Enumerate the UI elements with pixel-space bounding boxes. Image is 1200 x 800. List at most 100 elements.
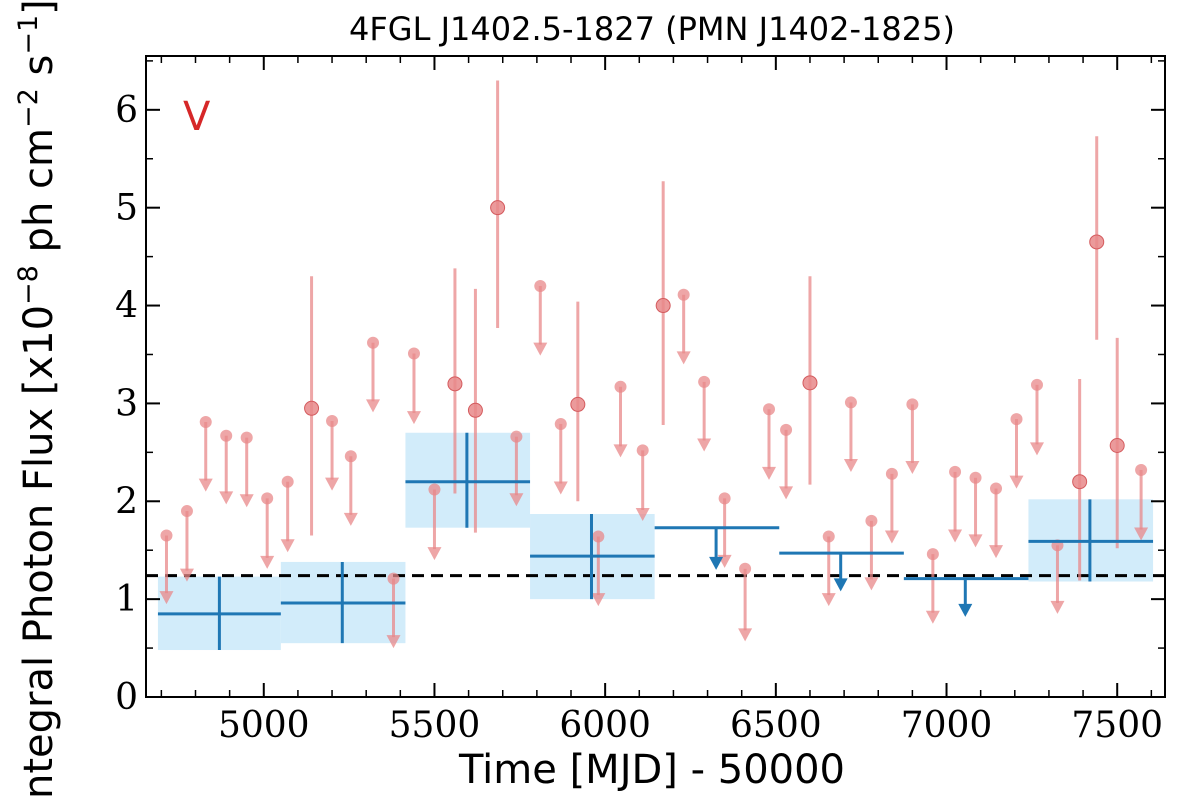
short-upper-limit-arrow	[864, 577, 879, 591]
short-upper-limit-marker	[180, 505, 193, 518]
short-upper-limit-marker	[865, 514, 878, 527]
short-upper-limit-marker	[428, 483, 441, 496]
short-upper-limit-arrow	[989, 545, 1004, 559]
short-upper-limit-arrow	[1029, 442, 1044, 456]
y-tick-label: 4	[115, 286, 138, 327]
short-upper-limit-arrow	[591, 593, 606, 607]
long-upper-limit-arrow	[709, 556, 724, 570]
short-upper-limit-arrow	[1134, 527, 1149, 541]
short-upper-limit-arrow	[1009, 475, 1024, 489]
short-upper-limit-marker	[1030, 378, 1043, 391]
short-upper-limit-marker	[739, 562, 752, 575]
x-tick-label: 6000	[559, 705, 651, 746]
short-upper-limit-arrow	[779, 486, 794, 500]
short-upper-limit-marker	[199, 416, 212, 429]
short-upper-limit-marker	[636, 444, 649, 457]
short-upper-limit-marker	[906, 398, 919, 411]
short-upper-limit-marker	[1135, 463, 1148, 476]
short-upper-limit-arrow	[509, 493, 524, 507]
y-tick-label: 2	[115, 481, 138, 522]
y-tick-label: 5	[115, 188, 138, 229]
short-upper-limit-marker	[240, 431, 253, 444]
short-detection-marker	[304, 400, 320, 416]
short-detection-marker	[467, 402, 483, 418]
short-upper-limit-arrow	[676, 351, 691, 365]
y-tick-label: 6	[115, 90, 138, 131]
short-upper-limit-marker	[407, 347, 420, 360]
y-axis-label: Integral Photon Flux [x10−8 ph cm−2 s−1]	[13, 0, 62, 800]
short-detection-marker	[1089, 234, 1105, 250]
long-upper-limit-arrow	[958, 603, 973, 617]
short-upper-limit-arrow	[179, 568, 194, 582]
short-detection-marker	[490, 200, 506, 216]
y-tick-label: 3	[115, 383, 138, 424]
short-detection-marker	[570, 396, 586, 412]
y-tick-label: 0	[115, 677, 138, 718]
x-tick-label: 6500	[730, 705, 822, 746]
x-axis-label: Time [MJD] - 50000	[458, 747, 845, 793]
short-upper-limit-marker	[698, 375, 711, 388]
short-upper-limit-marker	[780, 423, 793, 436]
short-upper-limit-arrow	[925, 610, 940, 624]
short-upper-limit-marker	[510, 430, 523, 443]
x-tick-label: 7500	[1071, 705, 1163, 746]
plot-frame	[145, 55, 1166, 698]
short-upper-limit-arrow	[697, 438, 712, 452]
short-upper-limit-arrow	[325, 477, 340, 491]
short-upper-limit-marker	[326, 415, 339, 428]
short-upper-limit-marker	[160, 529, 173, 542]
x-tick-label: 7000	[901, 705, 993, 746]
short-upper-limit-arrow	[406, 411, 421, 425]
short-detection-marker	[447, 376, 463, 392]
short-upper-limit-arrow	[219, 491, 234, 505]
short-upper-limit-marker	[614, 380, 627, 393]
short-upper-limit-marker	[281, 475, 294, 488]
long-bin-points	[157, 432, 1154, 651]
short-upper-limit-marker	[949, 465, 962, 478]
short-detection-marker	[655, 298, 671, 314]
short-upper-limit-arrow	[198, 478, 213, 492]
short-upper-limit-arrow	[1050, 600, 1065, 614]
short-upper-limit-arrow	[884, 530, 899, 544]
short-upper-limit-arrow	[533, 342, 548, 356]
short-upper-limit-arrow	[635, 507, 650, 521]
variability-annotation: V	[183, 94, 211, 140]
short-upper-limit-arrow	[386, 635, 401, 649]
short-upper-limit-marker	[763, 403, 776, 416]
short-upper-limit-marker	[926, 548, 939, 561]
short-upper-limit-arrow	[239, 494, 254, 508]
long-upper-limit-arrow	[833, 578, 848, 592]
short-upper-limit-marker	[844, 396, 857, 409]
short-upper-limit-arrow	[343, 512, 358, 526]
short-upper-limit-marker	[261, 492, 274, 505]
short-upper-limit-arrow	[260, 555, 275, 569]
short-upper-limit-arrow	[613, 444, 628, 458]
short-upper-limit-marker	[534, 279, 547, 292]
short-upper-limit-arrow	[738, 628, 753, 642]
short-upper-limit-marker	[718, 492, 731, 505]
short-upper-limit-marker	[1010, 413, 1023, 426]
short-bin-points	[159, 80, 1149, 649]
short-upper-limit-marker	[677, 288, 690, 301]
short-upper-limit-arrow	[821, 593, 836, 607]
short-upper-limit-arrow	[553, 481, 568, 495]
short-upper-limit-arrow	[905, 460, 920, 474]
short-upper-limit-marker	[990, 482, 1003, 495]
axes: 5000 5500 6000 6500 7000 7500 0 1 2 3 4 5 6	[115, 55, 1166, 746]
short-detection-marker	[1072, 474, 1088, 490]
short-upper-limit-arrow	[843, 459, 858, 473]
short-detection-marker	[802, 375, 818, 391]
short-upper-limit-arrow	[948, 529, 963, 543]
x-tick-label: 5000	[218, 705, 310, 746]
short-upper-limit-marker	[344, 450, 357, 463]
short-upper-limit-marker	[387, 572, 400, 585]
short-upper-limit-arrow	[280, 539, 295, 553]
short-detection-marker	[1109, 437, 1125, 453]
y-tick-label: 1	[115, 579, 138, 620]
short-upper-limit-marker	[220, 429, 233, 442]
short-upper-limit-arrow	[159, 591, 174, 605]
short-upper-limit-marker	[885, 467, 898, 480]
short-upper-limit-marker	[969, 471, 982, 484]
